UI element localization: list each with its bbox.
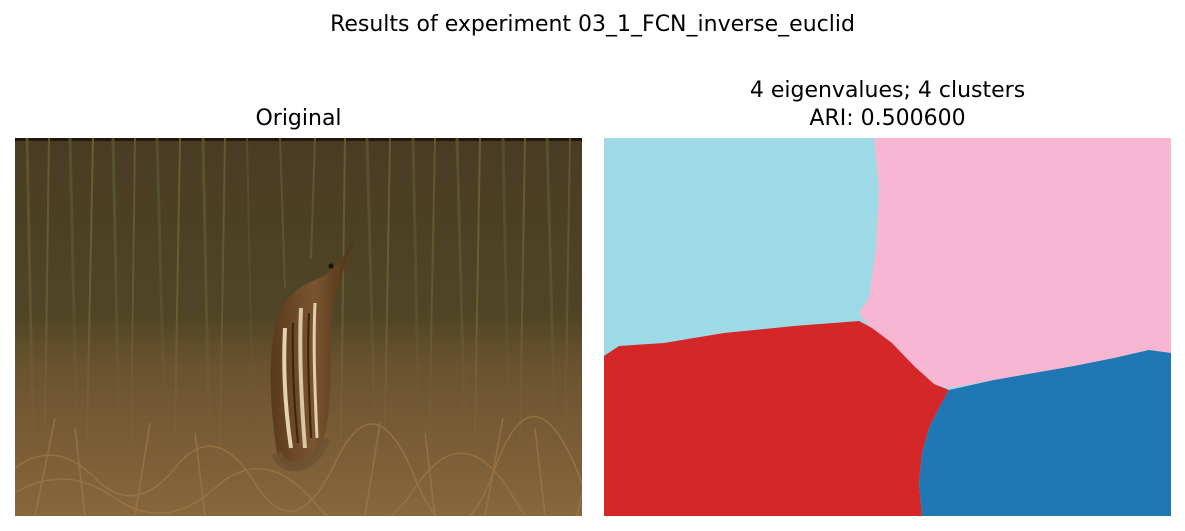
cluster-region-bottom-right <box>919 350 1171 516</box>
cluster-segmentation-map <box>604 138 1171 516</box>
figure-title: Results of experiment 03_1_FCN_inverse_e… <box>330 12 855 37</box>
segmentation-title-ari: ARI: 0.500600 <box>809 106 966 131</box>
original-image-title: Original <box>255 106 342 131</box>
cluster-region-bottom-left <box>604 321 949 516</box>
segmentation-svg <box>604 138 1171 516</box>
bird <box>270 236 357 472</box>
dry-grass <box>15 415 582 516</box>
segmentation-title-eigenvalues: 4 eigenvalues; 4 clusters <box>749 78 1026 103</box>
cluster-region-top-right <box>859 138 1171 388</box>
segmentation-title: 4 eigenvalues; 4 clusters ARI: 0.500600 <box>604 77 1171 133</box>
bittern-photo <box>15 138 582 516</box>
original-image <box>15 138 582 516</box>
